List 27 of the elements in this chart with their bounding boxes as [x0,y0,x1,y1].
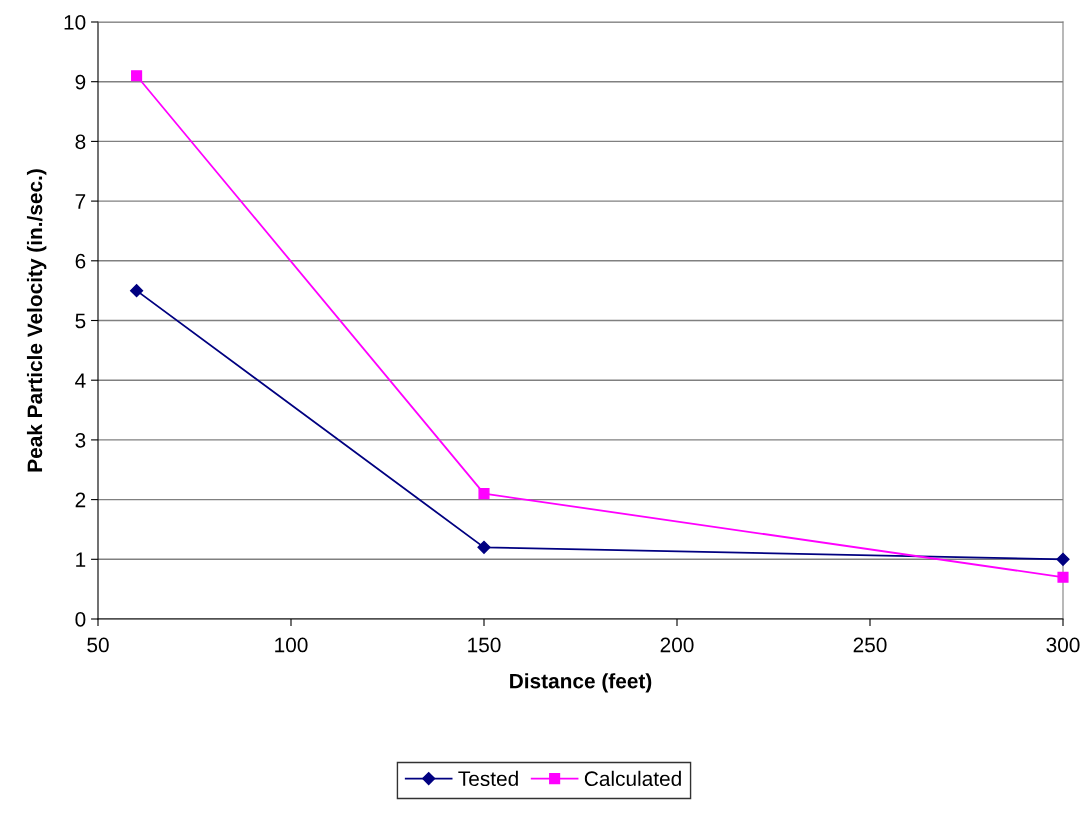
x-axis-title: Distance (feet) [510,673,652,693]
y-tick-label: 3 [75,432,86,448]
x-tick-label: 200 [660,637,694,653]
y-tick-label: 1 [76,552,86,567]
point [478,488,490,500]
y-tick-label: 10 [64,15,86,30]
x-tick-label: 300 [1046,637,1080,653]
point [477,540,491,554]
y-tick-label: 2 [75,492,86,508]
y-tick-label: 7 [75,194,86,209]
y-tick-label: 4 [75,373,86,388]
y-tick-label: 0 [75,612,86,627]
point [131,70,143,82]
point [130,284,144,298]
point [1057,571,1069,583]
x-tick-label: 250 [853,637,887,653]
legend-label: Tested [458,770,518,787]
y-tick-label: 9 [75,74,86,90]
point [1056,552,1070,566]
y-tick-label: 8 [75,134,86,150]
x-tick-label: 100 [275,637,308,653]
y-axis-title: Peak Particle Velocity (in./sec.) [26,169,47,472]
legend-label: Calculated [584,770,681,787]
y-tick-label: 6 [75,253,86,269]
y-tick-label: 5 [75,313,86,329]
x-tick-label: 50 [87,637,109,653]
x-tick-label: 150 [468,637,501,653]
